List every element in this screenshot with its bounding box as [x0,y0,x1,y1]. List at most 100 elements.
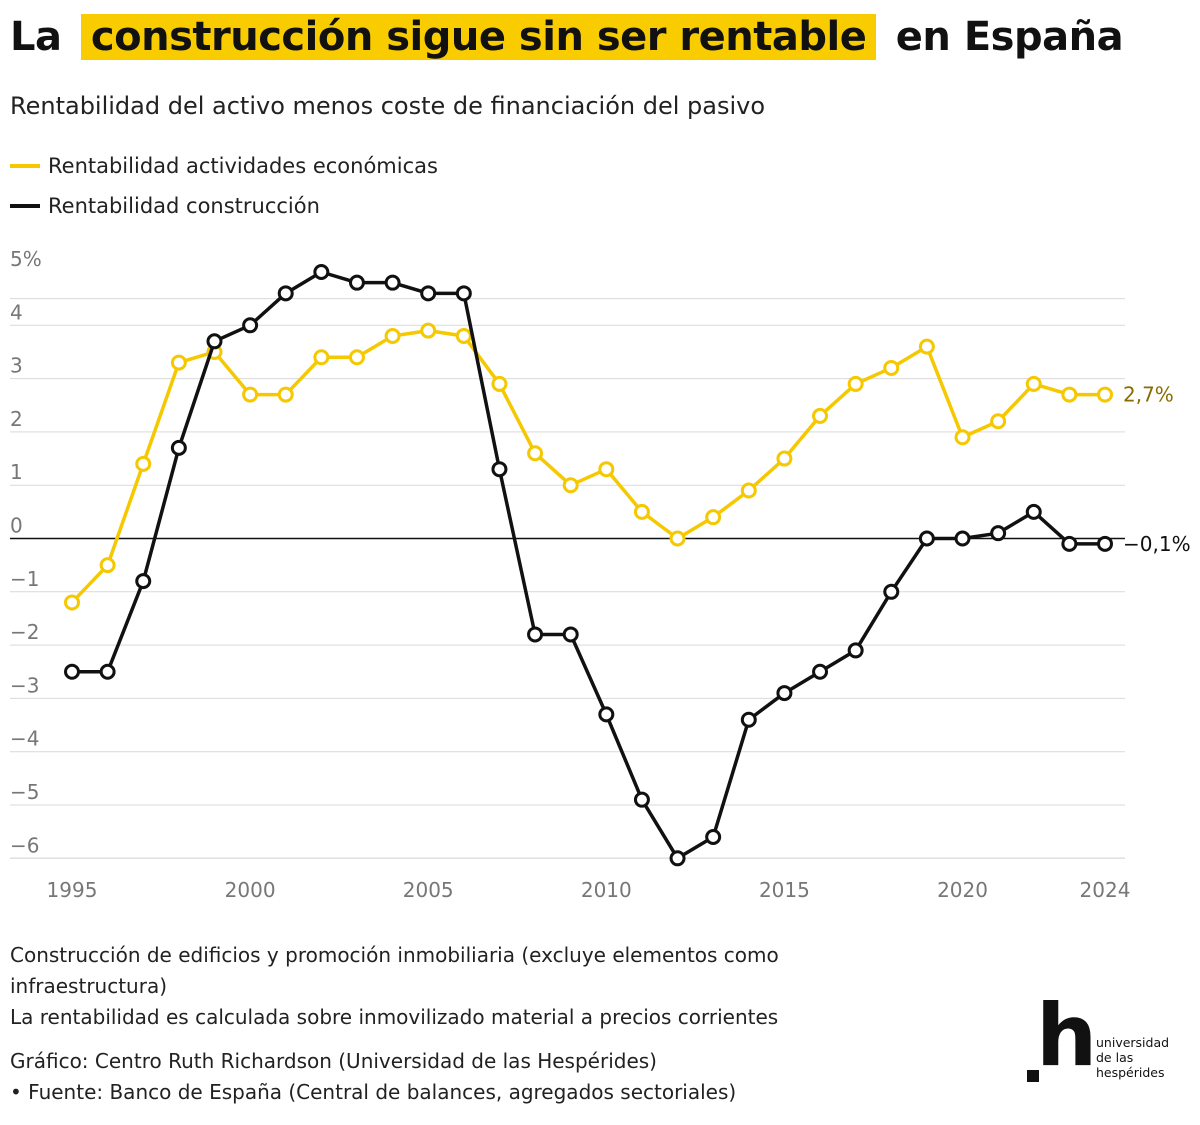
data-point [847,375,864,392]
data-point [420,322,437,339]
data-point [633,791,650,808]
data-point [883,359,900,376]
gridlines [10,298,1125,859]
data-point [99,557,116,574]
legend-item-economic-activities: Rentabilidad actividades económicas [10,146,438,186]
logo-dot [1027,1070,1039,1082]
y-tick-label: −6 [10,833,39,857]
data-point [242,317,259,334]
data-point [455,285,472,302]
data-point [64,663,80,680]
graphic-credit: Gráfico: Centro Ruth Richardson (Univers… [10,1049,657,1073]
data-point [633,503,650,520]
data-point [918,338,935,355]
data-point [491,375,508,392]
y-tick-label: 1 [10,460,23,484]
series-line [70,328,1107,605]
data-point [313,264,330,280]
chart-subtitle: Rentabilidad del activo menos coste de f… [10,92,766,120]
data-point [170,439,187,456]
data-point [705,509,722,526]
data-point [705,828,722,845]
data-point [527,445,544,462]
credits: Gráfico: Centro Ruth Richardson (Univers… [10,1046,736,1108]
source-credit: • Fuente: Banco de España (Central de ba… [10,1080,737,1104]
y-tick-label: −1 [10,567,39,591]
data-point [883,583,900,600]
logo-wordmark: universidad de las hespérides [1096,1035,1169,1080]
data-point [740,711,757,728]
end-value-label: 2,7% [1123,383,1174,407]
end-labels: 2,7% −0,1% [1123,383,1191,556]
data-point [384,274,401,291]
data-point [954,530,971,547]
y-tick-label: 2 [10,407,23,431]
series [64,264,1113,867]
data-point [1097,386,1113,403]
y-tick-label: 0 [10,514,23,538]
logo-mark: h [1036,986,1098,1086]
y-tick-label: 5% [10,247,42,271]
data-point [135,573,152,590]
legend-label: Rentabilidad construcción [48,194,320,218]
data-point [562,626,579,643]
x-tick-label: 2020 [937,878,988,902]
data-point [313,349,330,366]
x-tick-label: 2010 [581,878,632,902]
data-point [1097,535,1113,552]
x-tick-label: 1995 [47,878,98,902]
data-point [420,285,437,302]
legend-swatch-black [10,204,40,208]
series-economic-activities [64,322,1113,611]
data-point [277,285,294,302]
data-point [1061,535,1078,552]
y-tick-label: 3 [10,354,23,378]
data-point [1025,503,1042,520]
legend-label: Rentabilidad actividades económicas [48,154,438,178]
data-point [740,482,757,499]
data-point [562,477,579,494]
x-tick-label: 2000 [225,878,276,902]
data-point [135,455,152,472]
data-point [99,663,116,680]
data-point [598,706,615,723]
data-point [491,461,508,478]
university-logo: h universidad de las hespérides [1022,993,1192,1085]
chart-title: La construcción sigue sin ser rentable e… [10,14,1124,60]
y-tick-label: 4 [10,300,23,324]
y-tick-label: −5 [10,780,39,804]
data-point [669,530,686,547]
footnotes: Construcción de edificios y promoción in… [10,940,910,1033]
data-point [348,349,365,366]
title-highlight: construcción sigue sin ser rentable [80,14,877,60]
data-point [1025,375,1042,392]
y-tick-label: −3 [10,673,39,697]
legend-item-construction: Rentabilidad construcción [10,186,438,226]
y-axis: 5% 4 3 2 1 0 −1 −2 −3 −4 −5 −6 [10,247,42,857]
data-point [776,685,793,702]
logo-line: hespérides [1096,1065,1165,1080]
data-point [384,327,401,344]
x-tick-label: 2005 [403,878,454,902]
y-tick-label: −4 [10,727,39,751]
series-line [70,270,1107,861]
data-point [847,642,864,659]
data-point [170,354,187,371]
data-point [812,407,829,424]
data-point [242,386,259,403]
data-point [206,333,223,350]
logo-line: universidad [1096,1035,1170,1050]
data-point [990,413,1007,430]
title-start: La [10,14,62,60]
title-end: en España [895,14,1124,60]
series-construction [64,264,1113,867]
data-point [527,626,544,643]
x-axis: 1995 2000 2005 2010 2015 2020 2024 [47,878,1131,902]
end-value-label: −0,1% [1123,532,1191,556]
data-point [776,450,793,467]
x-tick-label: 2015 [759,878,810,902]
data-point [455,327,472,344]
legend: Rentabilidad actividades económicas Rent… [10,146,438,226]
data-point [812,663,829,680]
data-point [348,274,365,291]
